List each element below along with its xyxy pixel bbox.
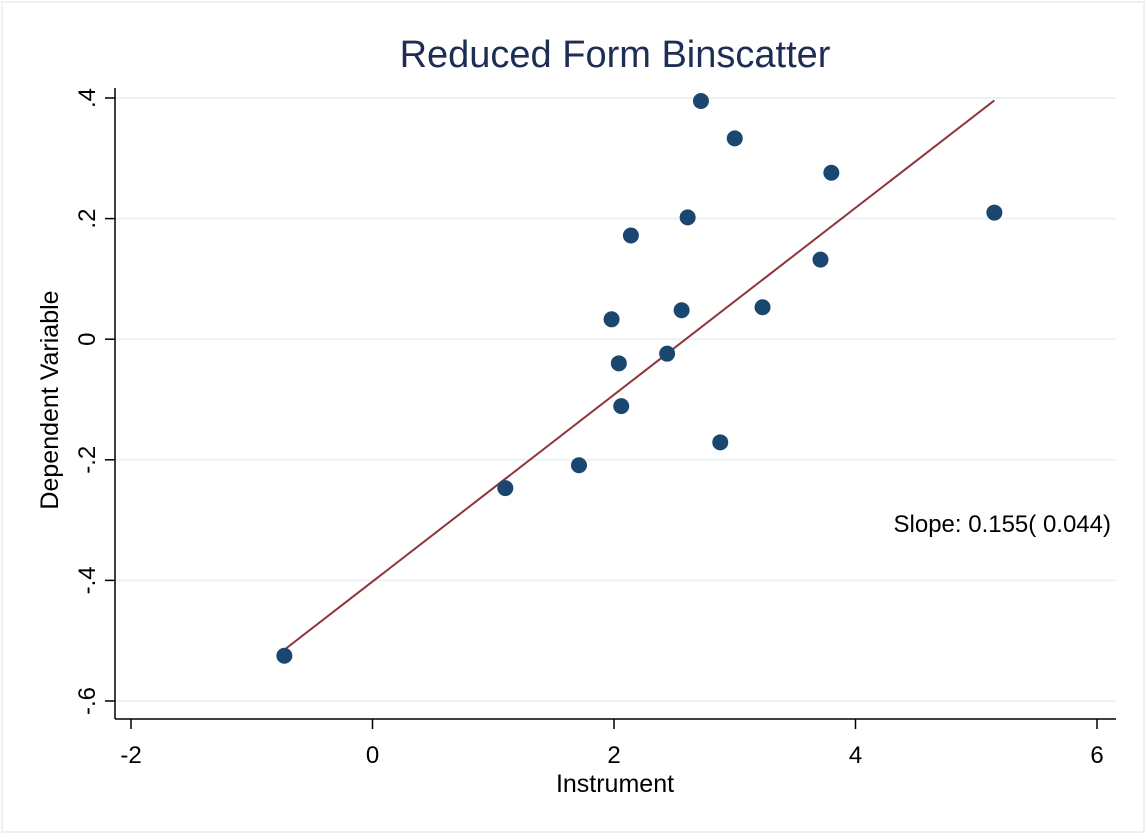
scatter-point bbox=[603, 311, 620, 328]
axes: -.6 -.4 -.2 0 .2 .4 -2 0 2 4 6 bbox=[74, 88, 1116, 769]
scatter-point bbox=[712, 434, 729, 451]
scatter-point bbox=[673, 302, 690, 319]
gridlines bbox=[115, 97, 1116, 702]
fit-line-layer bbox=[283, 99, 995, 651]
x-tick-label: 6 bbox=[1090, 742, 1103, 769]
x-tick-label: 4 bbox=[849, 742, 862, 769]
points-layer bbox=[276, 93, 1003, 664]
scatter-point bbox=[823, 164, 840, 181]
slope-annotation: Slope: 0.155( 0.044) bbox=[894, 511, 1112, 538]
scatter-point bbox=[659, 345, 676, 362]
scatter-point bbox=[679, 209, 696, 226]
y-tick-label: -.6 bbox=[74, 687, 101, 715]
x-tick-label: -2 bbox=[120, 742, 141, 769]
y-tick-label: 0 bbox=[74, 333, 101, 346]
scatter-point bbox=[754, 299, 771, 316]
chart-title: Reduced Form Binscatter bbox=[400, 34, 831, 76]
x-tick-label: 2 bbox=[607, 742, 620, 769]
scatter-point bbox=[812, 251, 829, 268]
x-tick-label: 0 bbox=[366, 742, 379, 769]
scatter-point bbox=[692, 93, 709, 110]
scatter-point bbox=[610, 355, 627, 372]
y-tick-label: -.2 bbox=[74, 446, 101, 474]
fit-line bbox=[283, 99, 995, 651]
scatter-point bbox=[570, 457, 587, 474]
scatter-point bbox=[497, 480, 514, 497]
scatter-point bbox=[613, 398, 630, 415]
scatter-point bbox=[276, 647, 293, 664]
y-tick-label: .4 bbox=[74, 88, 101, 108]
scatter-point bbox=[726, 130, 743, 147]
y-tick-label: -.4 bbox=[74, 566, 101, 594]
scatter-point bbox=[986, 204, 1003, 221]
y-axis-label: Dependent Variable bbox=[36, 290, 64, 509]
y-tick-label: .2 bbox=[74, 209, 101, 229]
x-axis-label: Instrument bbox=[556, 770, 674, 798]
scatter-point bbox=[622, 227, 639, 244]
